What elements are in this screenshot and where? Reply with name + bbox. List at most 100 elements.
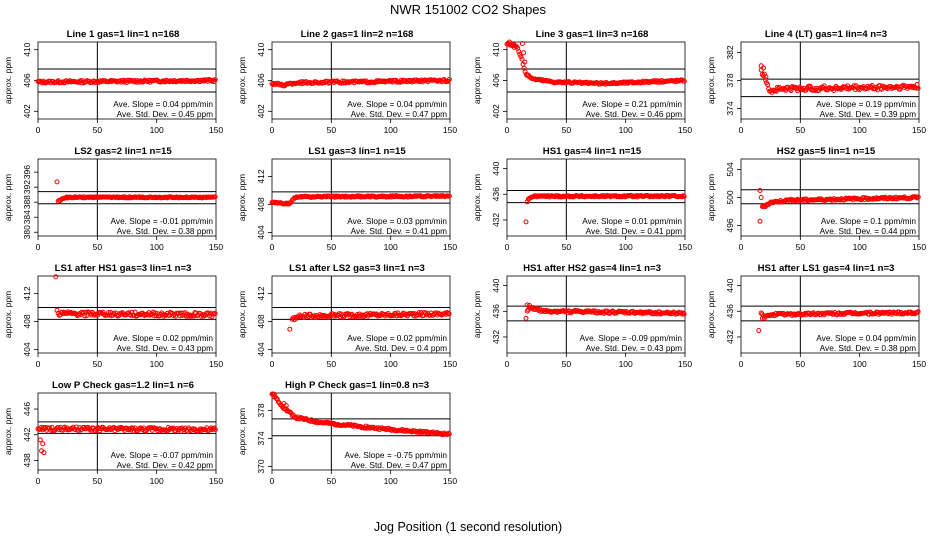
data-series — [523, 302, 687, 321]
data-point — [332, 312, 338, 318]
y-tick-label: 408 — [22, 314, 32, 328]
y-axis: 432 436 440 — [725, 278, 741, 344]
chart-panel: Line 1 gas=1 lin=1 n=168 approx. ppm 0 50 10… — [3, 29, 223, 135]
data-point — [769, 312, 775, 318]
x-tick-label: 100 — [853, 125, 867, 135]
panel-annotation: Ave. Std. Dev. = 0.41 ppm — [351, 226, 447, 236]
y-axis-label: approx. ppm — [237, 57, 247, 104]
data-point — [522, 59, 528, 65]
x-axis: 0 50 100 150 — [505, 236, 692, 252]
data-point — [40, 441, 46, 447]
y-axis: 402 406 410 — [256, 42, 272, 118]
y-tick-label: 438 — [22, 453, 32, 467]
y-tick-label: 408 — [256, 197, 266, 211]
y-tick-label: 370 — [256, 459, 266, 473]
panel-title: LS1 after LS2 gas=3 lin=1 n=3 — [289, 263, 425, 274]
panel-annotation: Ave. Slope = 0.04 ppm/min — [113, 99, 213, 109]
panel-annotation: Ave. Std. Dev. = 0.45 ppm — [117, 109, 213, 119]
y-tick-label: 388 — [22, 195, 32, 209]
data-point — [333, 193, 339, 199]
data-point — [355, 313, 361, 319]
x-axis: 0 50 100 150 — [270, 470, 457, 486]
y-axis-label: approx. ppm — [237, 174, 247, 221]
data-point — [212, 194, 218, 200]
data-point — [880, 195, 886, 201]
x-tick-label: 150 — [678, 359, 692, 369]
y-tick-label: 432 — [491, 330, 501, 344]
panel-title: Line 4 (LT) gas=1 lin=4 n=3 — [765, 29, 887, 40]
x-tick-label: 50 — [327, 359, 337, 369]
x-tick-label: 100 — [384, 359, 398, 369]
panel-title: Line 2 gas=1 lin=2 n=168 — [301, 29, 414, 40]
data-point — [271, 391, 277, 397]
data-point — [117, 426, 123, 432]
data-point — [106, 312, 112, 318]
panel-title: HS1 gas=4 lin=1 n=15 — [543, 146, 642, 157]
data-point — [379, 193, 385, 199]
x-axis: 0 50 100 150 — [270, 236, 457, 252]
panel-title: LS1 gas=3 lin=1 n=15 — [308, 146, 406, 157]
data-point — [869, 196, 875, 202]
data-point — [101, 312, 107, 318]
y-tick-label: 380 — [22, 225, 32, 239]
y-axis-label: approx. ppm — [472, 291, 482, 338]
data-point — [375, 313, 381, 319]
x-tick-label: 150 — [209, 476, 223, 486]
data-point — [516, 49, 522, 55]
data-point — [831, 87, 837, 93]
data-point — [116, 425, 122, 431]
panel-annotation: Ave. Slope = 0.21 ppm/min — [582, 99, 682, 109]
y-tick-label: 392 — [22, 180, 32, 194]
y-tick-label: 440 — [725, 278, 735, 292]
data-point — [105, 426, 111, 432]
data-point — [560, 308, 566, 314]
x-tick-label: 150 — [209, 242, 223, 252]
y-axis: 404 408 412 — [22, 286, 38, 357]
panel-annotation: Ave. Slope = -0.09 ppm/min — [580, 333, 683, 343]
data-point — [522, 69, 528, 75]
data-point — [838, 311, 844, 317]
x-tick-label: 0 — [270, 359, 275, 369]
chart-panel: Low P Check gas=1.2 lin=1 n=6 approx. ppm… — [3, 380, 223, 486]
panel-annotation: Ave. Std. Dev. = 0.47 ppm — [351, 460, 447, 470]
y-tick-label: 404 — [256, 342, 266, 356]
data-point — [212, 427, 218, 433]
y-axis-label: approx. ppm — [3, 408, 13, 455]
data-point — [758, 195, 764, 200]
x-tick-label: 50 — [93, 359, 103, 369]
data-series — [35, 424, 218, 456]
data-point — [914, 310, 920, 316]
y-axis-label: approx. ppm — [3, 57, 13, 104]
data-series — [504, 39, 687, 87]
panel-annotation: Ave. Std. Dev. = 0.38 ppm — [820, 343, 916, 353]
y-tick-label: 404 — [22, 342, 32, 356]
y-tick-label: 406 — [491, 73, 501, 87]
data-point — [519, 56, 525, 62]
y-axis: 432 436 440 — [491, 278, 507, 344]
y-axis: 374 378 382 — [725, 45, 741, 116]
data-point — [53, 274, 59, 280]
plot-frame — [506, 158, 686, 237]
data-series — [523, 192, 687, 225]
data-point — [877, 83, 883, 89]
panel-annotation: Ave. Slope = -0.01 ppm/min — [111, 216, 214, 226]
x-axis: 0 50 100 150 — [505, 353, 692, 369]
data-point — [679, 311, 685, 317]
x-tick-label: 0 — [270, 125, 275, 135]
y-axis: 402 406 410 — [22, 42, 38, 118]
panel-annotation: Ave. Slope = 0.19 ppm/min — [816, 99, 916, 109]
x-tick-label: 50 — [93, 125, 103, 135]
data-point — [681, 193, 687, 199]
data-point — [646, 80, 652, 86]
x-tick-label: 100 — [619, 359, 633, 369]
data-point — [93, 79, 99, 85]
data-series — [756, 309, 921, 334]
x-tick-label: 150 — [443, 125, 457, 135]
y-axis: 370 374 378 — [256, 403, 272, 474]
y-tick-label: 410 — [256, 42, 266, 56]
x-tick-label: 50 — [327, 125, 337, 135]
y-tick-label: 446 — [22, 402, 32, 416]
panel-annotation: Ave. Std. Dev. = 0.44 ppm — [820, 226, 916, 236]
